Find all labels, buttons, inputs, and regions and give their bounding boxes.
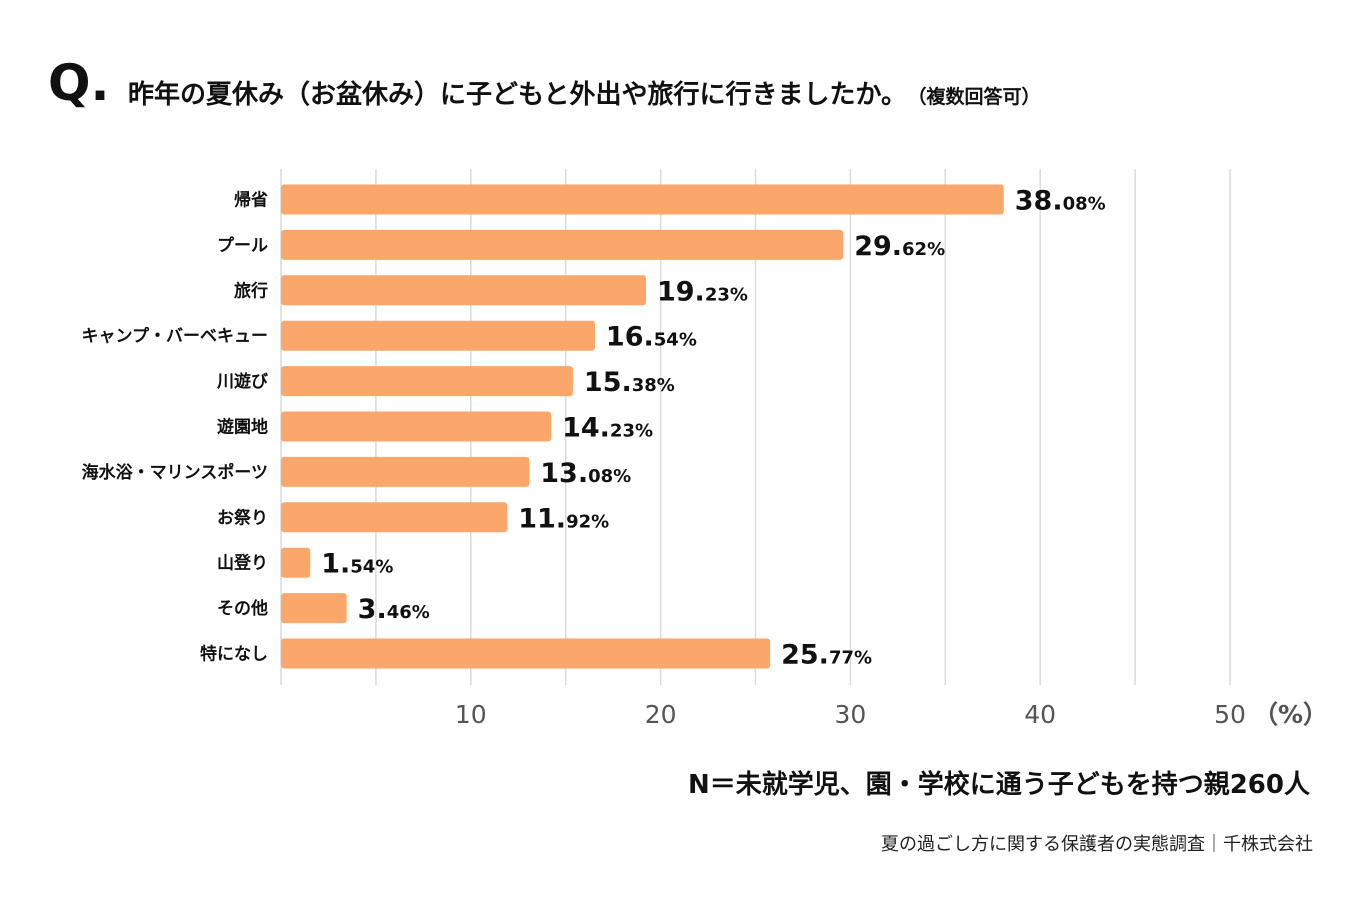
category-label-0: 帰省	[234, 190, 268, 211]
value-label-dec-5: 23%	[610, 421, 653, 442]
category-label-4: 川遊び	[216, 371, 268, 392]
category-label-8: 山登り	[217, 553, 268, 574]
x-tick-label-40: 40	[1024, 700, 1056, 729]
value-label-dec-7: 92%	[566, 511, 609, 532]
value-label-int-6: 13.	[540, 458, 588, 489]
category-label-3: キャンプ・バーベキュー	[82, 326, 269, 347]
category-labels: 帰省プール旅行キャンプ・バーベキュー川遊び遊園地海水浴・マリンスポーツお祭り山登…	[82, 190, 269, 665]
value-labels: 38.08%29.62%19.23%16.54%15.38%14.23%13.0…	[321, 186, 1105, 671]
value-label-dec-1: 62%	[902, 239, 945, 260]
value-label-int-10: 25.	[781, 640, 829, 671]
bar-7	[281, 502, 508, 533]
value-label-dec-3: 54%	[654, 330, 697, 351]
value-label-2: 19.23%	[657, 276, 748, 307]
bar-0	[281, 184, 1004, 215]
chart-title: 昨年の夏休み（お盆休み）に子どもと外出や旅行に行きましたか。 （複数回答可）	[128, 82, 1040, 108]
value-label-3: 16.54%	[606, 322, 697, 353]
value-label-dec-2: 23%	[705, 284, 748, 305]
x-axis-unit-label: （%）	[1253, 700, 1328, 729]
value-label-int-9: 3.	[358, 594, 387, 625]
x-tick-label-50: 50	[1214, 700, 1246, 729]
question-text: 昨年の夏休み（お盆休み）に子どもと外出や旅行に行きましたか。	[128, 80, 907, 110]
question-note: （複数回答可）	[916, 86, 1041, 108]
value-label-dec-8: 54%	[350, 557, 393, 578]
category-label-5: 遊園地	[217, 417, 268, 438]
bar-3	[281, 320, 595, 351]
value-label-dec-10: 77%	[829, 648, 872, 669]
value-label-int-8: 1.	[321, 549, 350, 580]
category-label-6: 海水浴・マリンスポーツ	[82, 462, 268, 483]
value-label-6: 13.08%	[540, 458, 631, 489]
bars	[281, 184, 1004, 669]
x-tick-label-30: 30	[834, 700, 866, 729]
x-tick-label-20: 20	[645, 700, 677, 729]
bar-4	[281, 366, 573, 397]
sample-size-note: N＝未就学児、園・学校に通う子どもを持つ親260人	[687, 770, 1310, 800]
value-label-10: 25.77%	[781, 640, 872, 671]
bar-1	[281, 229, 844, 260]
value-label-int-4: 15.	[584, 367, 632, 398]
value-label-int-1: 29.	[854, 231, 902, 262]
category-label-9: その他	[217, 598, 268, 619]
value-label-int-2: 19.	[657, 276, 705, 307]
value-label-int-5: 14.	[562, 413, 610, 444]
value-label-dec-6: 08%	[588, 466, 631, 487]
value-label-4: 15.38%	[584, 367, 675, 398]
bar-6	[281, 456, 530, 487]
value-label-8: 1.54%	[321, 549, 393, 580]
value-label-0: 38.08%	[1015, 186, 1106, 217]
category-label-1: プール	[217, 235, 268, 256]
value-label-dec-0: 08%	[1063, 194, 1106, 215]
source-note: 夏の過ごし方に関する保護者の実態調査｜千株式会社	[881, 834, 1313, 855]
category-label-7: お祭り	[217, 507, 268, 528]
value-label-1: 29.62%	[854, 231, 945, 262]
x-tick-label-10: 10	[455, 700, 487, 729]
bar-9	[281, 593, 347, 624]
bar-5	[281, 411, 552, 442]
question-mark-label: Q.	[48, 54, 110, 112]
value-label-dec-4: 38%	[632, 375, 675, 396]
value-label-5: 14.23%	[562, 413, 653, 444]
value-label-int-0: 38.	[1015, 186, 1063, 217]
value-label-9: 3.46%	[358, 594, 430, 625]
value-label-7: 11.92%	[518, 503, 609, 534]
category-label-10: 特になし	[200, 644, 268, 665]
x-axis-ticks: 10 20 30 40 50 （%）	[455, 700, 1328, 729]
value-label-int-7: 11.	[518, 503, 566, 534]
bar-2	[281, 275, 646, 306]
value-label-dec-9: 46%	[387, 602, 430, 623]
bar-8	[281, 547, 311, 578]
category-label-2: 旅行	[234, 280, 268, 301]
value-label-int-3: 16.	[606, 322, 654, 353]
bar-chart: 帰省プール旅行キャンプ・バーベキュー川遊び遊園地海水浴・マリンスポーツお祭り山登…	[82, 169, 1328, 729]
bar-10	[281, 638, 771, 669]
